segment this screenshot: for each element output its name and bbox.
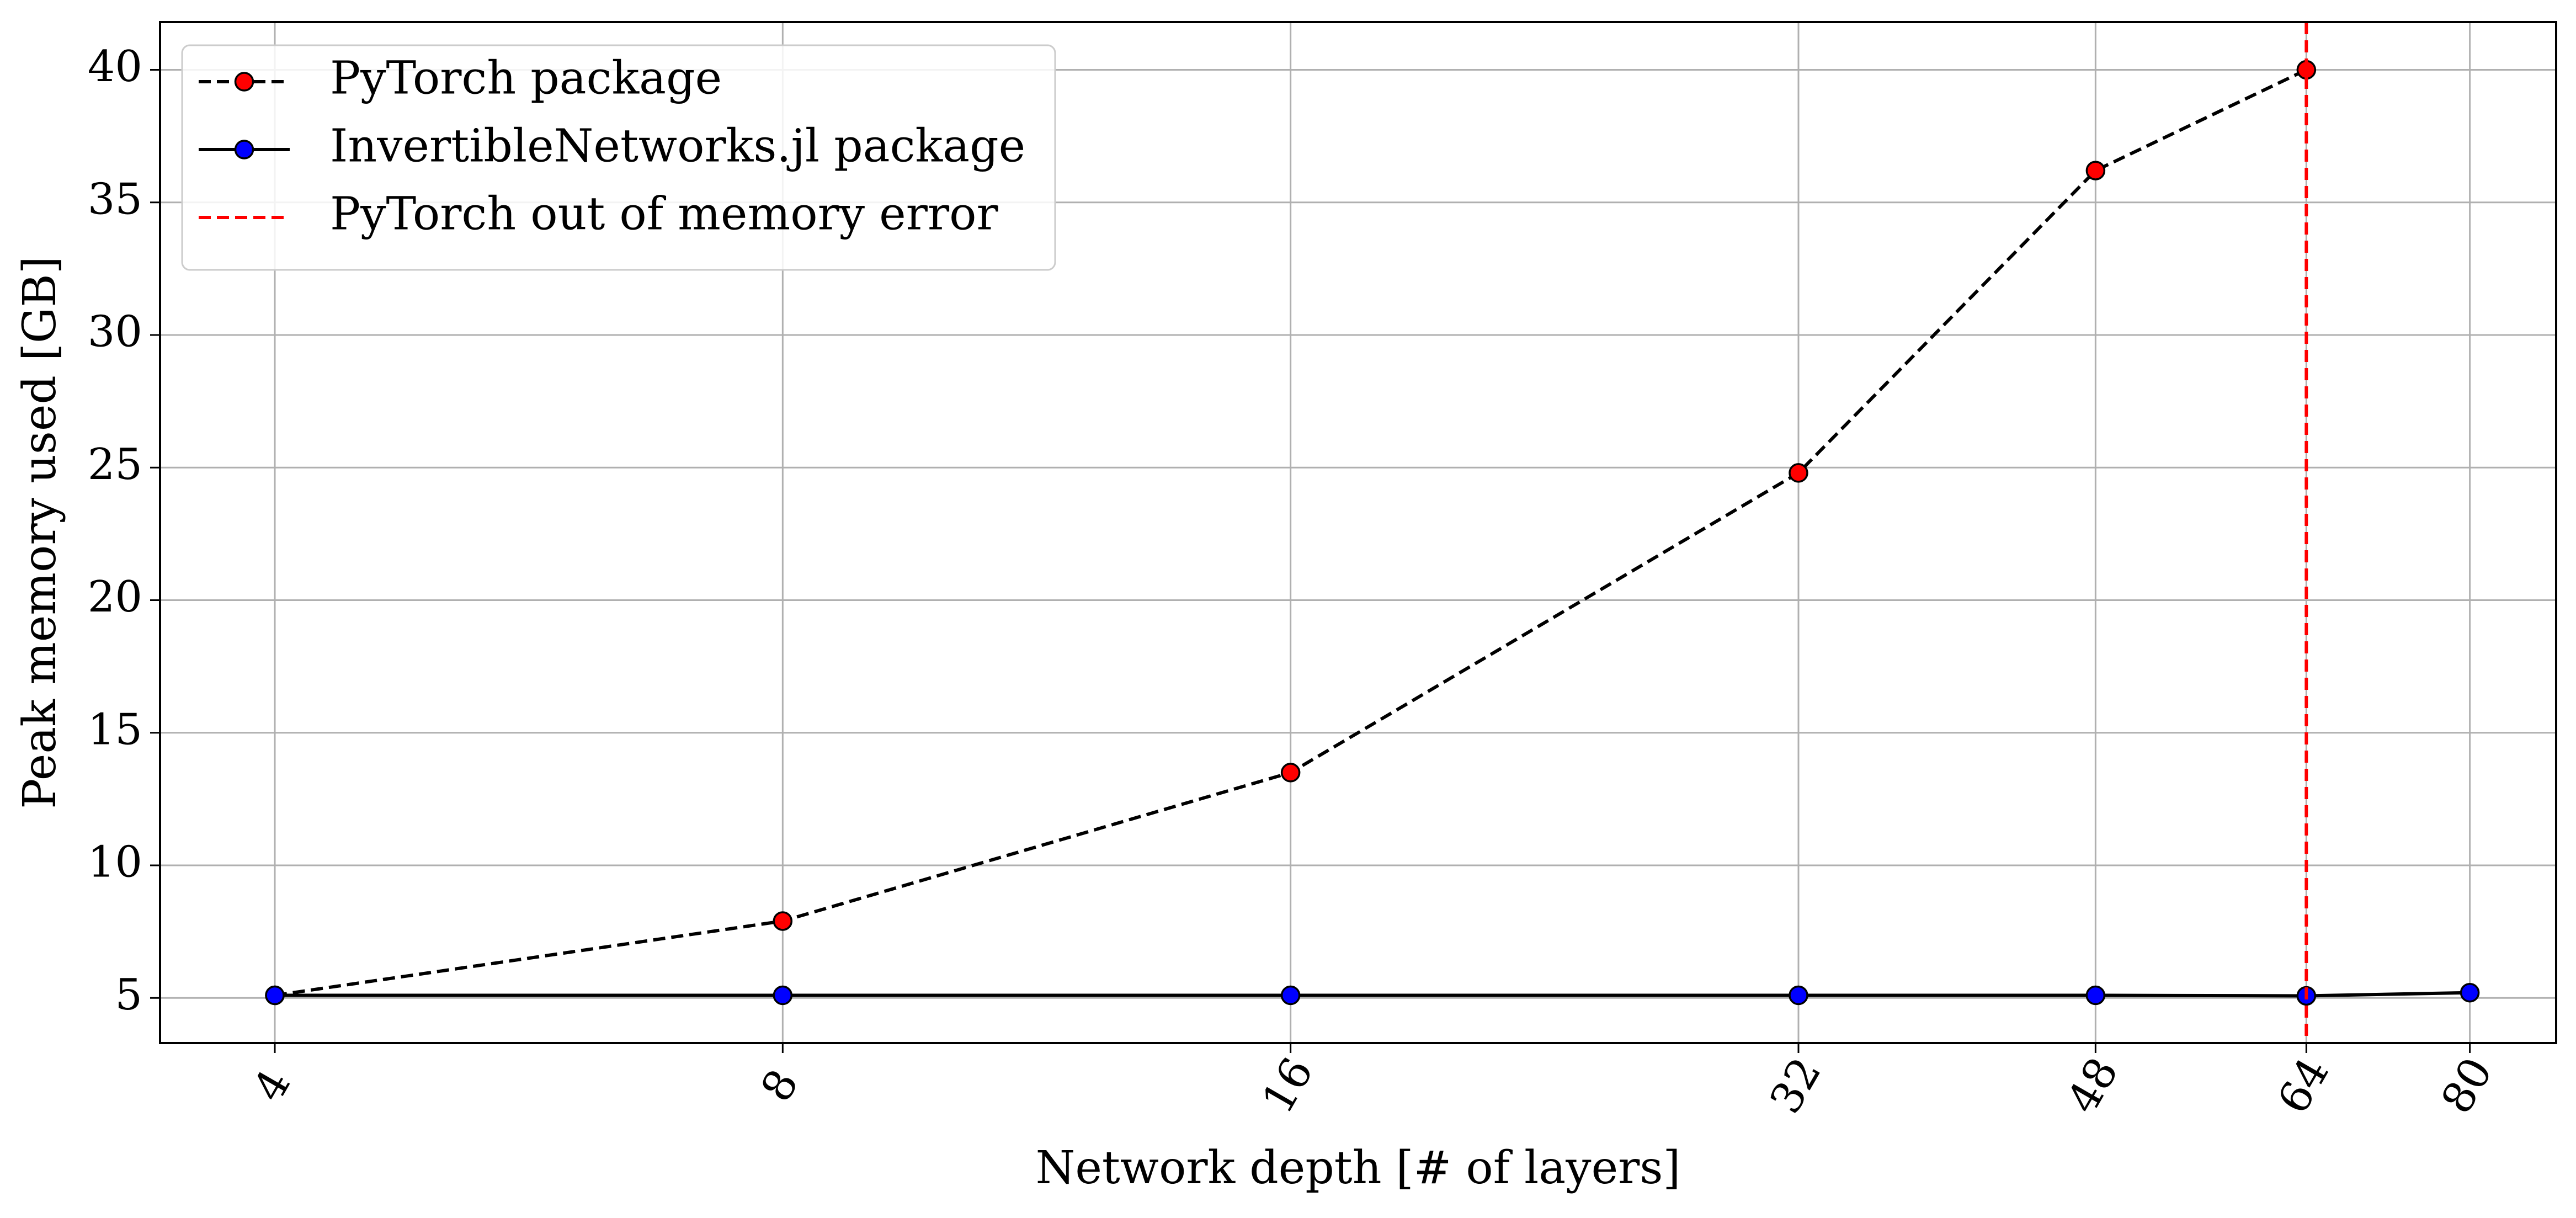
legend-marker-0	[234, 72, 254, 92]
data-point	[2460, 982, 2480, 1003]
series-line-0	[274, 68, 2307, 997]
x-tick-label: 64	[2269, 1050, 2339, 1122]
x-tick-label: 48	[2058, 1050, 2128, 1122]
x-axis-ticks: 4 8 16 32 48 64 80	[244, 1043, 2503, 1122]
y-tick-label: 25	[88, 440, 142, 490]
x-tick-label: 4	[244, 1061, 301, 1110]
y-axis-label: Peak memory used [GB]	[14, 256, 66, 809]
x-tick-label: 80	[2432, 1050, 2503, 1122]
x-tick-label: 16	[1253, 1050, 1323, 1122]
legend-label: PyTorch package	[330, 52, 722, 105]
y-tick-label: 10	[88, 838, 142, 887]
y-tick-label: 15	[88, 705, 142, 754]
plot-frame	[159, 21, 2557, 1044]
y-tick-label: 35	[88, 174, 142, 224]
legend-box	[181, 44, 1056, 271]
y-axis-ticks: 5 10 15 20 25 30 35 40	[88, 42, 160, 1020]
y-tick-label: 5	[115, 970, 142, 1020]
legend-marker-1	[234, 140, 254, 159]
data-point	[1789, 463, 1808, 483]
data-point	[2085, 985, 2106, 1006]
data-point	[1789, 985, 1808, 1006]
data-point	[2085, 161, 2106, 180]
data-point	[1280, 985, 1301, 1006]
x-axis-label: Network depth [# of layers]	[1036, 1142, 1681, 1194]
data-point	[1280, 763, 1301, 783]
y-tick-label: 30	[88, 307, 142, 357]
series-line-1	[274, 991, 2470, 998]
data-point	[265, 985, 285, 1006]
data-point	[773, 911, 793, 931]
y-tick-label: 40	[88, 42, 142, 92]
legend-label: PyTorch out of memory error	[330, 188, 998, 241]
data-point	[773, 985, 793, 1006]
legend-label: InvertibleNetworks.jl package	[330, 120, 1025, 173]
x-tick-label: 8	[752, 1061, 808, 1110]
legend: PyTorch package InvertibleNetworks.jl pac…	[181, 44, 1056, 271]
y-tick-label: 20	[88, 572, 142, 622]
x-tick-label: 32	[1760, 1050, 1831, 1122]
